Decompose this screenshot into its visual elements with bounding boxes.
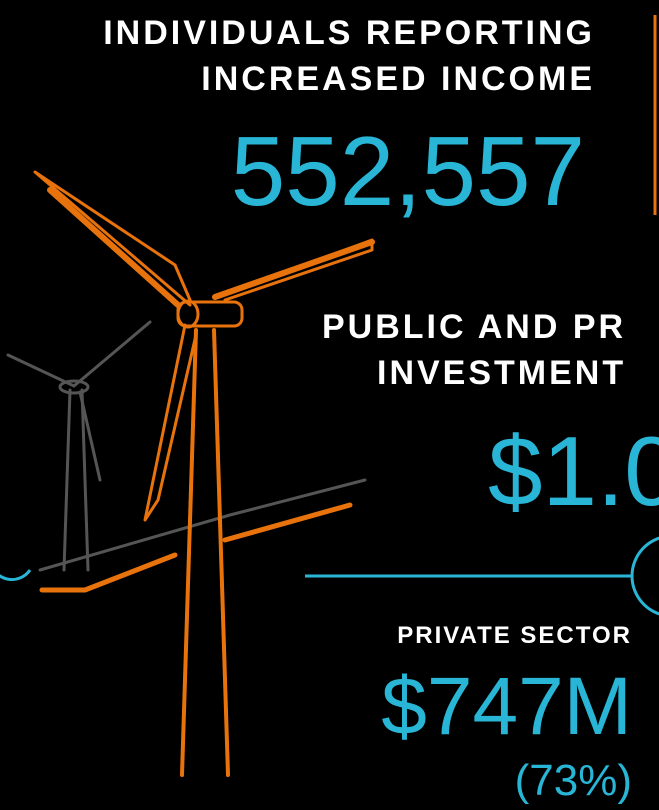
stat-value: $1.0	[488, 416, 659, 526]
heading: INCREASED INCOME	[201, 60, 595, 98]
heading: PUBLIC AND PR	[322, 308, 626, 346]
label: PRIVATE SECTOR	[397, 622, 632, 649]
stat-value: $747M	[381, 661, 632, 752]
infographic: INDIVIDUALS REPORTING INCREASED INCOME 5…	[0, 0, 659, 810]
heading: INVESTMENT	[377, 354, 626, 392]
wind-turbines	[8, 172, 372, 775]
small-turbine	[8, 322, 365, 570]
stat-value: 552,557	[231, 116, 585, 226]
heading: INDIVIDUALS REPORTING	[103, 14, 595, 52]
connector-arc	[0, 560, 30, 580]
connector-circle	[632, 536, 659, 616]
page: INDIVIDUALS REPORTING INCREASED INCOME 5…	[0, 0, 659, 810]
stat-share: (73%)	[515, 756, 632, 805]
